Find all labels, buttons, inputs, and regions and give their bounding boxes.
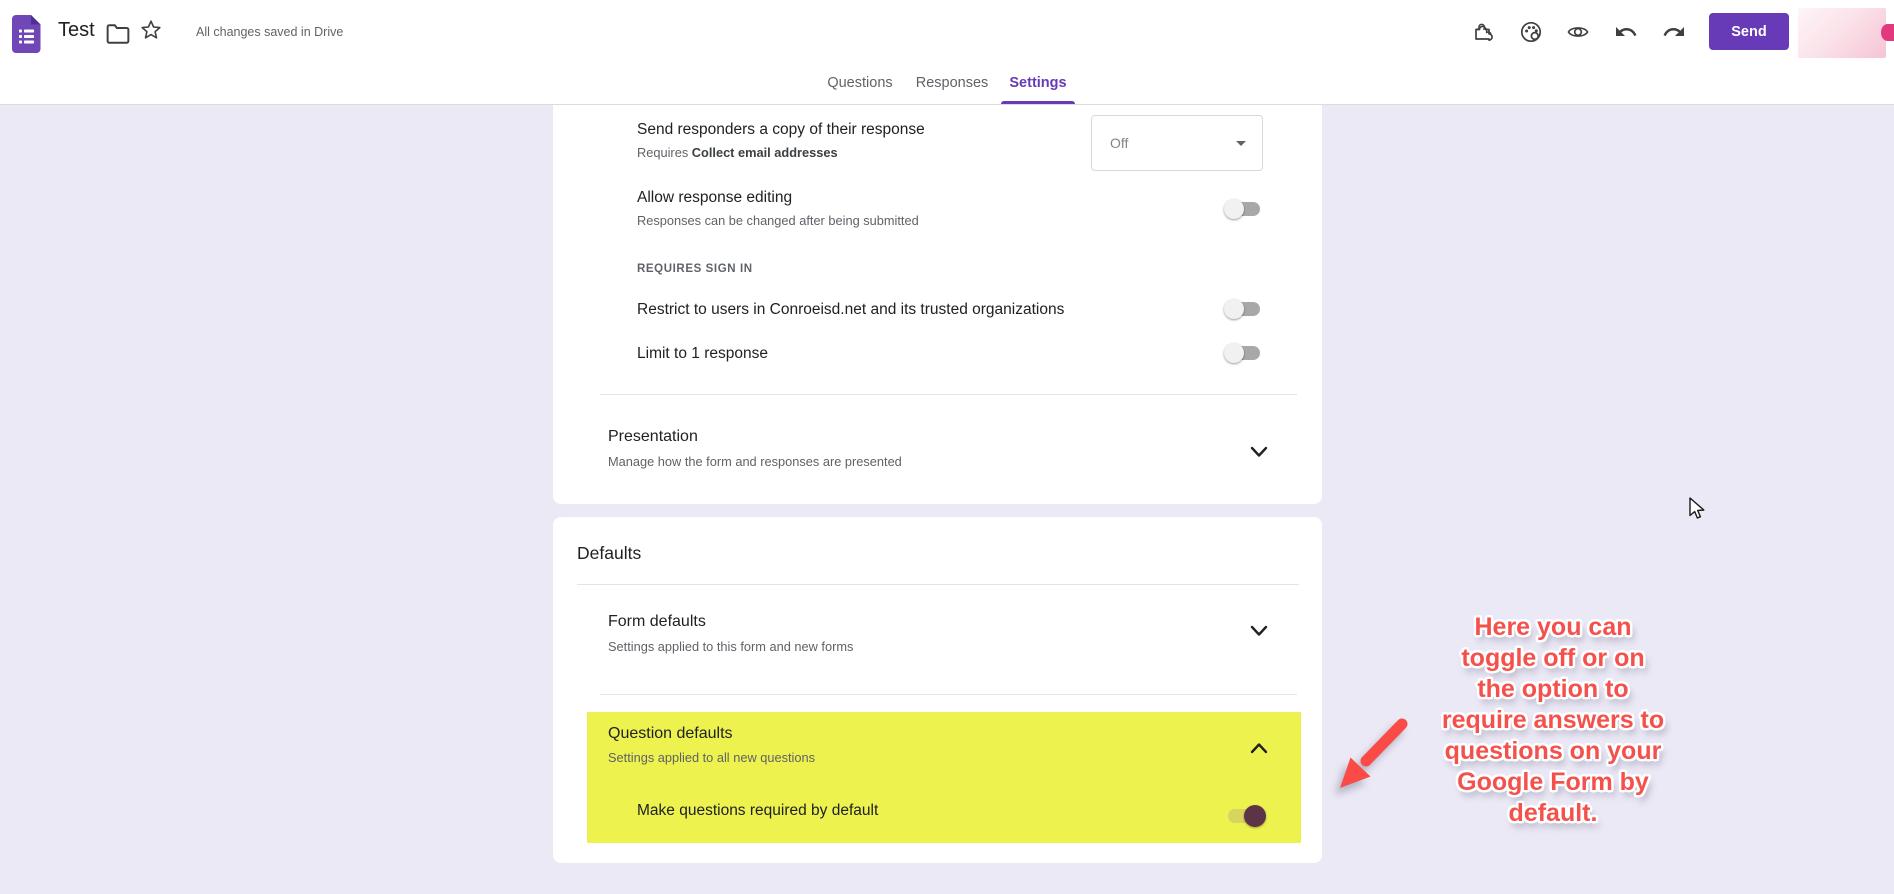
send-button[interactable]: Send <box>1709 13 1789 50</box>
question-defaults-title: Question defaults <box>608 725 733 742</box>
avatar-edge-notch <box>1881 24 1894 41</box>
tab-responses[interactable]: Responses <box>915 75 989 91</box>
dropdown-selected-value: Off <box>1110 135 1129 151</box>
chevron-down-icon[interactable] <box>1250 446 1268 458</box>
account-avatar[interactable] <box>1798 8 1886 58</box>
form-defaults-subtitle: Settings applied to this form and new fo… <box>608 639 854 654</box>
make-required-toggle[interactable] <box>1228 805 1268 827</box>
saved-status-text[interactable]: All changes saved in Drive <box>196 25 344 39</box>
response-editing-toggle[interactable] <box>1224 199 1266 219</box>
form-defaults-title: Form defaults <box>608 613 706 630</box>
annotation-arrow <box>1340 718 1408 788</box>
copy-response-title: Send responders a copy of their response <box>637 121 925 138</box>
undo-icon[interactable] <box>1614 20 1638 44</box>
chevron-down-icon[interactable] <box>1250 625 1268 637</box>
copy-response-subtitle: Requires Collect email addresses <box>637 145 838 160</box>
customize-theme-palette-icon[interactable] <box>1519 20 1543 44</box>
google-forms-logo-icon[interactable] <box>12 15 41 53</box>
add-ons-puzzle-icon[interactable] <box>1471 20 1495 44</box>
toggle-knob <box>1244 805 1266 827</box>
active-tab-underline <box>1001 101 1075 104</box>
form-title[interactable]: Test <box>58 19 95 41</box>
toggle-knob <box>1224 299 1244 319</box>
annotation-text: Here you can toggle off or on the option… <box>1441 613 1665 827</box>
response-editing-title: Allow response editing <box>637 189 793 206</box>
tab-bar: Questions Responses Settings <box>0 62 1894 105</box>
toggle-knob <box>1224 199 1244 219</box>
redo-icon[interactable] <box>1662 20 1686 44</box>
top-bar: Test All changes saved in Drive <box>0 0 1894 62</box>
restrict-users-toggle[interactable] <box>1224 299 1266 319</box>
limit-response-toggle[interactable] <box>1224 343 1266 363</box>
restrict-users-title: Restrict to users in Conroeisd.net and i… <box>637 301 1065 318</box>
toggle-knob <box>1224 343 1244 363</box>
presentation-subtitle: Manage how the form and responses are pr… <box>608 454 902 469</box>
requires-sign-in-label: REQUIRES SIGN IN <box>637 263 753 275</box>
preview-eye-icon[interactable] <box>1566 20 1590 44</box>
question-defaults-subtitle: Settings applied to all new questions <box>608 750 816 765</box>
defaults-heading: Defaults <box>577 543 642 563</box>
question-defaults-highlight: Question defaults Settings applied to al… <box>587 712 1301 843</box>
tab-settings[interactable]: Settings <box>1009 75 1067 91</box>
chevron-up-icon[interactable] <box>1250 742 1268 754</box>
chevron-down-icon <box>1236 141 1246 146</box>
mouse-cursor <box>1689 497 1705 519</box>
presentation-title: Presentation <box>608 428 698 445</box>
settings-card: Send responders a copy of their response… <box>553 105 1322 504</box>
divider <box>600 394 1297 395</box>
divider <box>577 584 1299 585</box>
defaults-card: Defaults Form defaults Settings applied … <box>553 517 1322 863</box>
divider <box>600 694 1297 695</box>
move-to-folder-icon[interactable] <box>106 22 130 46</box>
make-required-label: Make questions required by default <box>637 802 879 819</box>
limit-response-title: Limit to 1 response <box>637 345 768 362</box>
tab-questions[interactable]: Questions <box>827 75 893 91</box>
star-icon[interactable] <box>139 18 163 42</box>
response-editing-subtitle: Responses can be changed after being sub… <box>637 213 919 228</box>
copy-response-dropdown[interactable]: Off <box>1091 115 1263 171</box>
